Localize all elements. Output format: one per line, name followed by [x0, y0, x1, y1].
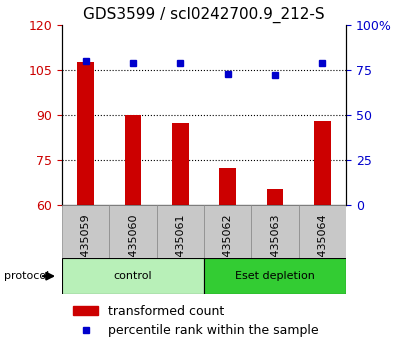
Bar	[62, 258, 204, 294]
Title: GDS3599 / scl0242700.9_212-S: GDS3599 / scl0242700.9_212-S	[83, 7, 325, 23]
Text: Eset depletion: Eset depletion	[235, 271, 315, 281]
Text: GSM435061: GSM435061	[175, 213, 185, 281]
Bar	[125, 115, 141, 205]
Bar	[251, 205, 299, 258]
Bar	[314, 121, 331, 205]
Bar	[219, 168, 236, 205]
Text: GSM435063: GSM435063	[270, 213, 280, 281]
Text: control: control	[114, 271, 152, 281]
Text: GSM435062: GSM435062	[223, 213, 233, 281]
Bar	[109, 205, 157, 258]
Bar	[157, 205, 204, 258]
Bar	[204, 258, 346, 294]
Bar	[267, 189, 283, 205]
Text: GSM435064: GSM435064	[317, 213, 327, 281]
Bar	[172, 122, 189, 205]
Text: protocol: protocol	[4, 271, 49, 281]
Bar	[299, 205, 346, 258]
Text: GSM435059: GSM435059	[81, 213, 91, 281]
Bar	[204, 205, 251, 258]
Text: GSM435060: GSM435060	[128, 213, 138, 281]
Bar	[77, 62, 94, 205]
Bar	[62, 205, 109, 258]
Legend: transformed count, percentile rank within the sample: transformed count, percentile rank withi…	[68, 300, 324, 342]
